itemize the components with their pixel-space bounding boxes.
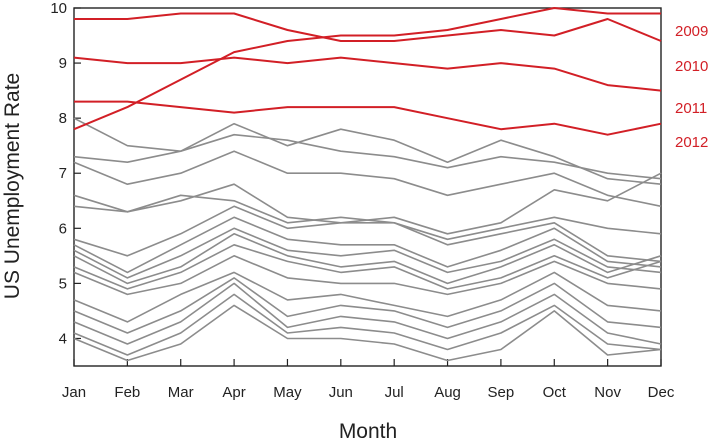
y-tick-label: 4 bbox=[59, 330, 67, 347]
series-line-other bbox=[73, 233, 662, 285]
series-labels: 2009 2010 2011 2012 bbox=[675, 23, 708, 151]
x-tick-label: Dec bbox=[648, 384, 675, 401]
series-line-other bbox=[73, 117, 662, 185]
x-axis-title: Month bbox=[339, 420, 397, 440]
series-line-other bbox=[73, 244, 662, 290]
series-line-other bbox=[73, 304, 662, 362]
highlighted-years-series bbox=[73, 7, 662, 136]
x-tick-label: Aug bbox=[434, 384, 461, 401]
series-line-other bbox=[73, 277, 662, 334]
x-tick-label: Jan bbox=[62, 384, 86, 401]
series-line-2012 bbox=[74, 100, 662, 136]
y-tick-label: 8 bbox=[59, 110, 67, 127]
other-years-series bbox=[73, 117, 662, 362]
series-line-other bbox=[73, 271, 662, 323]
y-tick-label: 10 bbox=[50, 0, 67, 17]
y-tick-label: 9 bbox=[59, 55, 67, 72]
series-line-other bbox=[73, 194, 662, 241]
series-line-2011 bbox=[73, 56, 662, 92]
series-line-2009 bbox=[73, 7, 661, 131]
x-tick-label: Feb bbox=[114, 384, 140, 401]
x-tick-label: Mar bbox=[168, 384, 194, 401]
series-line-2010 bbox=[74, 12, 662, 42]
x-tick-label: Apr bbox=[222, 384, 245, 401]
series-label-2010: 2010 bbox=[675, 58, 708, 75]
chart-axes: 4 5 6 7 8 9 10 Jan Feb Mar Apr May Jun Jul Aug Sep Oct No… bbox=[50, 0, 675, 401]
x-tick-label: Oct bbox=[543, 384, 567, 401]
series-line-other bbox=[73, 282, 662, 345]
series-line-other bbox=[73, 150, 662, 208]
series-line-other bbox=[73, 172, 662, 235]
y-tick-label: 7 bbox=[59, 165, 67, 182]
x-tick-label: Jul bbox=[385, 384, 404, 401]
x-tick-label: Nov bbox=[594, 384, 621, 401]
series-line-other bbox=[73, 205, 662, 263]
y-tick-label: 6 bbox=[59, 220, 67, 237]
plot-frame bbox=[73, 7, 662, 367]
x-tick-label: Jun bbox=[329, 384, 353, 401]
series-line-other bbox=[73, 293, 662, 356]
series-label-2009: 2009 bbox=[675, 23, 708, 40]
series-line-other bbox=[73, 227, 662, 279]
series-label-2011: 2011 bbox=[675, 100, 707, 117]
series-line-other bbox=[73, 216, 662, 274]
y-axis-title: US Unemployment Rate bbox=[1, 73, 24, 299]
series-line-other bbox=[73, 133, 662, 180]
y-tick-label: 5 bbox=[59, 275, 67, 292]
series-line-other bbox=[73, 255, 662, 296]
x-tick-label: May bbox=[273, 384, 302, 401]
series-label-2012: 2012 bbox=[675, 134, 708, 151]
x-tick-label: Sep bbox=[488, 384, 515, 401]
